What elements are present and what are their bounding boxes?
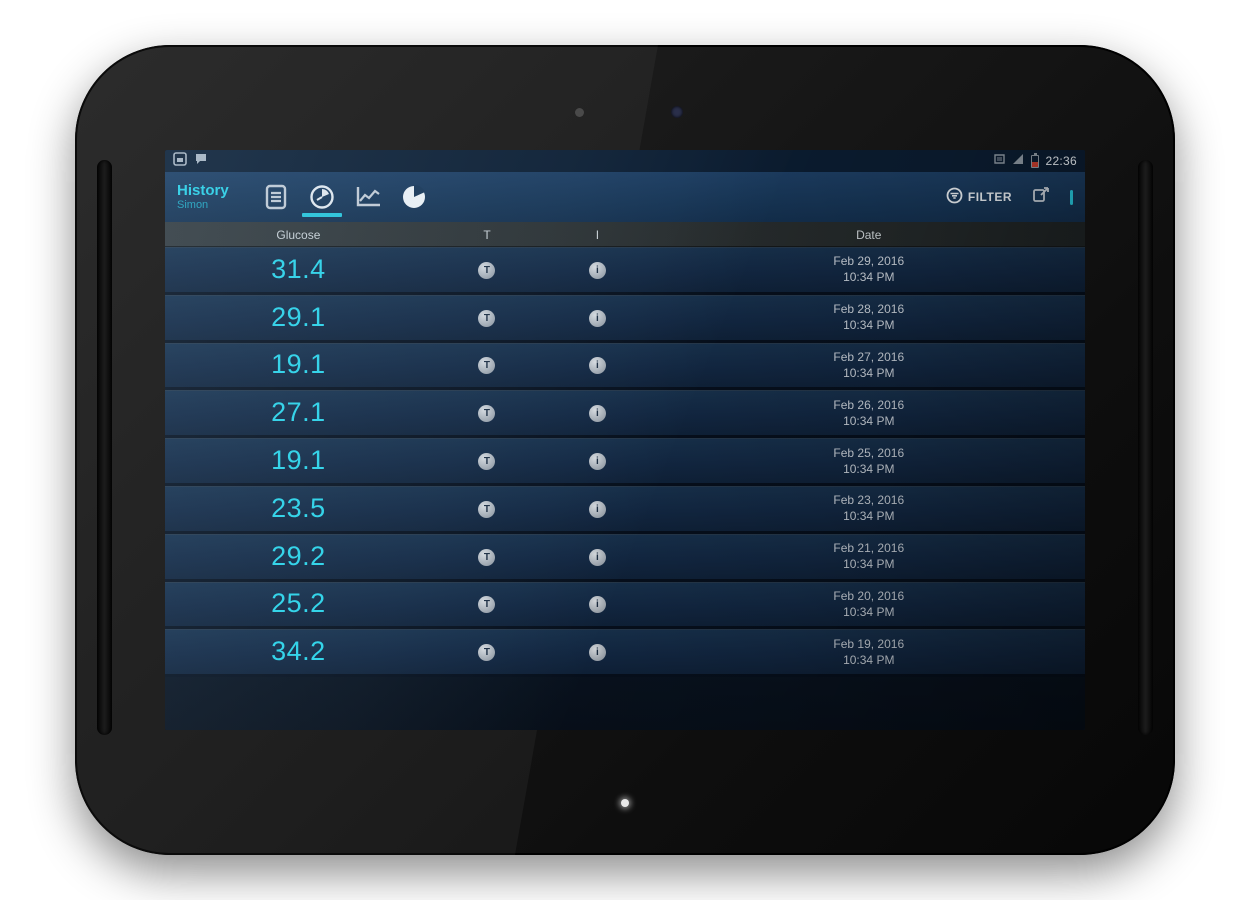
row-time: 10:34 PM xyxy=(843,604,895,619)
treatment-badge-icon[interactable]: T xyxy=(478,309,496,327)
info-badge-icon[interactable]: i xyxy=(588,357,606,375)
table-row[interactable]: 25.2 T i Feb 20, 2016 10:34 PM xyxy=(165,581,1085,630)
light-sensor xyxy=(575,108,584,117)
treatment-badge-icon[interactable]: T xyxy=(478,500,496,518)
table-row[interactable]: 29.1 T i Feb 28, 2016 10:34 PM xyxy=(165,294,1085,343)
right-speaker-grille xyxy=(1138,160,1153,735)
tab-bar xyxy=(253,172,437,222)
treatment-badge-icon[interactable]: T xyxy=(478,261,496,279)
row-time: 10:34 PM xyxy=(843,557,895,572)
notification-led xyxy=(621,799,629,807)
info-badge-icon[interactable]: i xyxy=(588,500,606,518)
row-time: 10:34 PM xyxy=(843,509,895,524)
profile-name: Simon xyxy=(177,199,209,212)
header-i: I xyxy=(595,227,600,242)
info-badge-icon[interactable]: i xyxy=(588,548,606,566)
battery-icon xyxy=(1031,152,1040,168)
table-row[interactable]: 29.2 T i Feb 21, 2016 10:34 PM xyxy=(165,533,1085,582)
tab-statistics-pie[interactable] xyxy=(391,172,437,222)
treatment-badge-icon[interactable]: T xyxy=(478,453,496,471)
header-t: T xyxy=(483,227,491,242)
treatment-badge-icon[interactable]: T xyxy=(478,405,496,423)
row-date: Feb 20, 2016 xyxy=(833,588,905,603)
glucose-value: 25.2 xyxy=(271,588,326,619)
chat-notification-icon xyxy=(194,152,208,171)
statistics-pie-icon xyxy=(401,184,427,210)
signal-status-icon xyxy=(1012,152,1025,170)
row-date: Feb 23, 2016 xyxy=(833,493,905,508)
trend-chart-icon xyxy=(354,185,382,209)
info-badge-icon[interactable]: i xyxy=(588,644,606,662)
left-speaker-grille xyxy=(97,160,112,735)
header-glucose: Glucose xyxy=(276,227,321,242)
table-row[interactable]: 19.1 T i Feb 27, 2016 10:34 PM xyxy=(165,342,1085,391)
filter-button[interactable]: FILTER xyxy=(946,187,1012,207)
log-list-icon xyxy=(265,184,287,210)
status-time: 22:36 xyxy=(1045,154,1077,168)
row-date: Feb 19, 2016 xyxy=(833,636,905,651)
glucose-value: 34.2 xyxy=(271,636,326,667)
row-time: 10:34 PM xyxy=(843,270,895,285)
table-row[interactable]: 23.5 T i Feb 23, 2016 10:34 PM xyxy=(165,485,1085,534)
header-date: Date xyxy=(856,227,882,242)
glucose-value: 31.4 xyxy=(271,253,326,284)
table-body: 31.4 T i Feb 29, 2016 10:34 PM 29.1 T i … xyxy=(165,247,1085,730)
page-title: History xyxy=(177,182,229,200)
row-date: Feb 27, 2016 xyxy=(833,349,905,364)
glucose-value: 29.2 xyxy=(271,540,326,571)
info-badge-icon[interactable]: i xyxy=(588,309,606,327)
app-title-block[interactable]: History Simon xyxy=(177,182,239,212)
tab-trend-chart[interactable] xyxy=(345,172,391,222)
table-header-row: Glucose T I Date xyxy=(165,222,1085,247)
row-date: Feb 25, 2016 xyxy=(833,445,905,460)
table-row[interactable]: 34.2 T i Feb 19, 2016 10:34 PM xyxy=(165,629,1085,678)
filter-label: FILTER xyxy=(967,190,1012,204)
row-time: 10:34 PM xyxy=(843,652,895,667)
glucose-value: 19.1 xyxy=(271,349,326,380)
treatment-badge-icon[interactable]: T xyxy=(478,357,496,375)
action-bar: History Simon xyxy=(165,172,1085,222)
row-date: Feb 26, 2016 xyxy=(833,397,905,412)
filter-icon xyxy=(946,187,963,207)
tab-log-list[interactable] xyxy=(253,172,299,222)
glucose-value: 23.5 xyxy=(271,492,326,523)
table-row[interactable]: 19.1 T i Feb 25, 2016 10:34 PM xyxy=(165,438,1085,486)
front-camera xyxy=(671,106,683,118)
screenshot-icon xyxy=(173,151,187,171)
overflow-menu-icon[interactable] xyxy=(1070,189,1073,205)
row-date: Feb 21, 2016 xyxy=(833,541,905,556)
info-badge-icon[interactable]: i xyxy=(588,453,606,471)
info-badge-icon[interactable]: i xyxy=(588,596,606,614)
glucose-value: 19.1 xyxy=(271,445,326,476)
usb-status-icon xyxy=(993,152,1006,170)
treatment-badge-icon[interactable]: T xyxy=(478,596,496,614)
glucose-value: 29.1 xyxy=(271,301,326,332)
export-icon[interactable] xyxy=(1032,186,1050,209)
row-time: 10:34 PM xyxy=(843,365,895,380)
row-time: 10:34 PM xyxy=(843,318,895,333)
history-clock-icon xyxy=(309,184,335,210)
info-badge-icon[interactable]: i xyxy=(588,405,606,423)
treatment-badge-icon[interactable]: T xyxy=(478,548,496,566)
table-row[interactable]: 27.1 T i Feb 26, 2016 10:34 PM xyxy=(165,390,1085,439)
row-date: Feb 28, 2016 xyxy=(833,302,905,317)
glucose-value: 27.1 xyxy=(271,397,326,428)
row-time: 10:34 PM xyxy=(843,413,895,428)
tablet-device: 22:36 History Simon xyxy=(75,45,1175,855)
status-bar: 22:36 xyxy=(165,150,1085,172)
tab-history-clock[interactable] xyxy=(299,172,345,222)
treatment-badge-icon[interactable]: T xyxy=(478,644,496,662)
table-row[interactable]: 31.4 T i Feb 29, 2016 10:34 PM xyxy=(165,247,1085,295)
row-time: 10:34 PM xyxy=(843,461,895,476)
info-badge-icon[interactable]: i xyxy=(588,261,606,279)
app-screen: 22:36 History Simon xyxy=(165,150,1085,730)
row-date: Feb 29, 2016 xyxy=(833,254,905,269)
